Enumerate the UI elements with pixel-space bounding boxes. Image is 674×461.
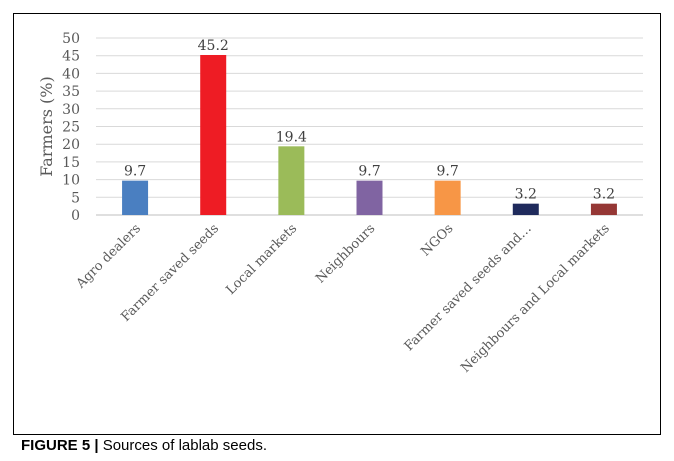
y-tick-label: 40 xyxy=(62,66,80,82)
bar xyxy=(122,180,149,215)
y-tick-label: 50 xyxy=(62,31,80,47)
y-tick-label: 0 xyxy=(71,208,80,224)
caption-text: Sources of lablab seeds. xyxy=(98,437,267,454)
bar xyxy=(278,146,305,215)
data-labels: 9.7 45.2 19.4 9.7 9.7 3.2 3.2 xyxy=(124,38,615,203)
x-tick-label: Local markets xyxy=(223,221,300,298)
bar xyxy=(356,180,383,215)
bar xyxy=(434,180,461,215)
figure-caption: FIGURE 5 | Sources of lablab seeds. xyxy=(21,437,661,454)
y-tick-label: 35 xyxy=(62,84,80,100)
y-tick-label: 15 xyxy=(62,155,80,171)
y-tick-label: 25 xyxy=(62,120,80,136)
data-label: 3.2 xyxy=(515,187,537,203)
x-tick-label: Neighbours and Local markets xyxy=(458,221,613,376)
y-axis-title: Farmers (%) xyxy=(37,76,56,176)
x-tick-label: NGOs xyxy=(418,221,456,259)
caption-label: FIGURE 5 | xyxy=(21,437,99,454)
data-label: 9.7 xyxy=(358,164,380,180)
x-tick-label: Neighbours xyxy=(313,221,378,286)
y-tick-label: 5 xyxy=(71,190,80,206)
x-tick-label: Farmer saved seeds and… xyxy=(402,221,535,354)
chart-frame xyxy=(13,13,661,435)
data-label: 3.2 xyxy=(593,187,615,203)
bar xyxy=(200,54,227,215)
bars xyxy=(122,54,617,215)
y-tick-label: 20 xyxy=(62,137,80,153)
data-label: 19.4 xyxy=(276,129,307,145)
y-tick-label: 30 xyxy=(62,102,80,118)
y-tick-label: 10 xyxy=(62,173,80,189)
bar xyxy=(590,203,617,215)
bar xyxy=(512,203,539,215)
y-tick-label: 45 xyxy=(62,49,80,65)
data-label: 9.7 xyxy=(124,164,146,180)
data-label: 9.7 xyxy=(437,164,459,180)
x-tick-label: Agro dealers xyxy=(73,221,144,292)
gridlines xyxy=(96,37,643,216)
data-label: 45.2 xyxy=(198,38,229,54)
